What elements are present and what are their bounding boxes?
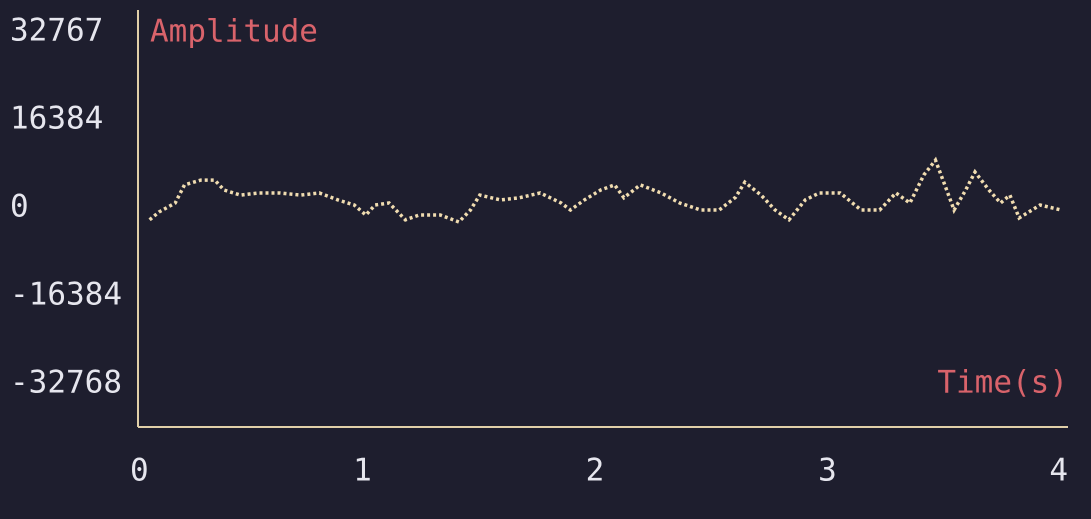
x-tick-label: 1	[353, 453, 372, 489]
y-tick-label: 32767	[10, 13, 103, 49]
y-tick-label: 16384	[10, 100, 103, 136]
y-tick-label: -32768	[10, 365, 122, 401]
x-tick-label: 0	[130, 453, 149, 489]
data-line	[148, 156, 1062, 225]
x-tick-label: 4	[1049, 453, 1068, 489]
x-tick-label: 3	[818, 453, 837, 489]
y-tick-label: -16384	[10, 276, 122, 312]
y-tick-label: 0	[10, 188, 29, 224]
x-tick-label: 2	[586, 453, 605, 489]
chart-title: Amplitude	[150, 14, 318, 50]
x-axis-label: Time(s)	[937, 365, 1068, 401]
